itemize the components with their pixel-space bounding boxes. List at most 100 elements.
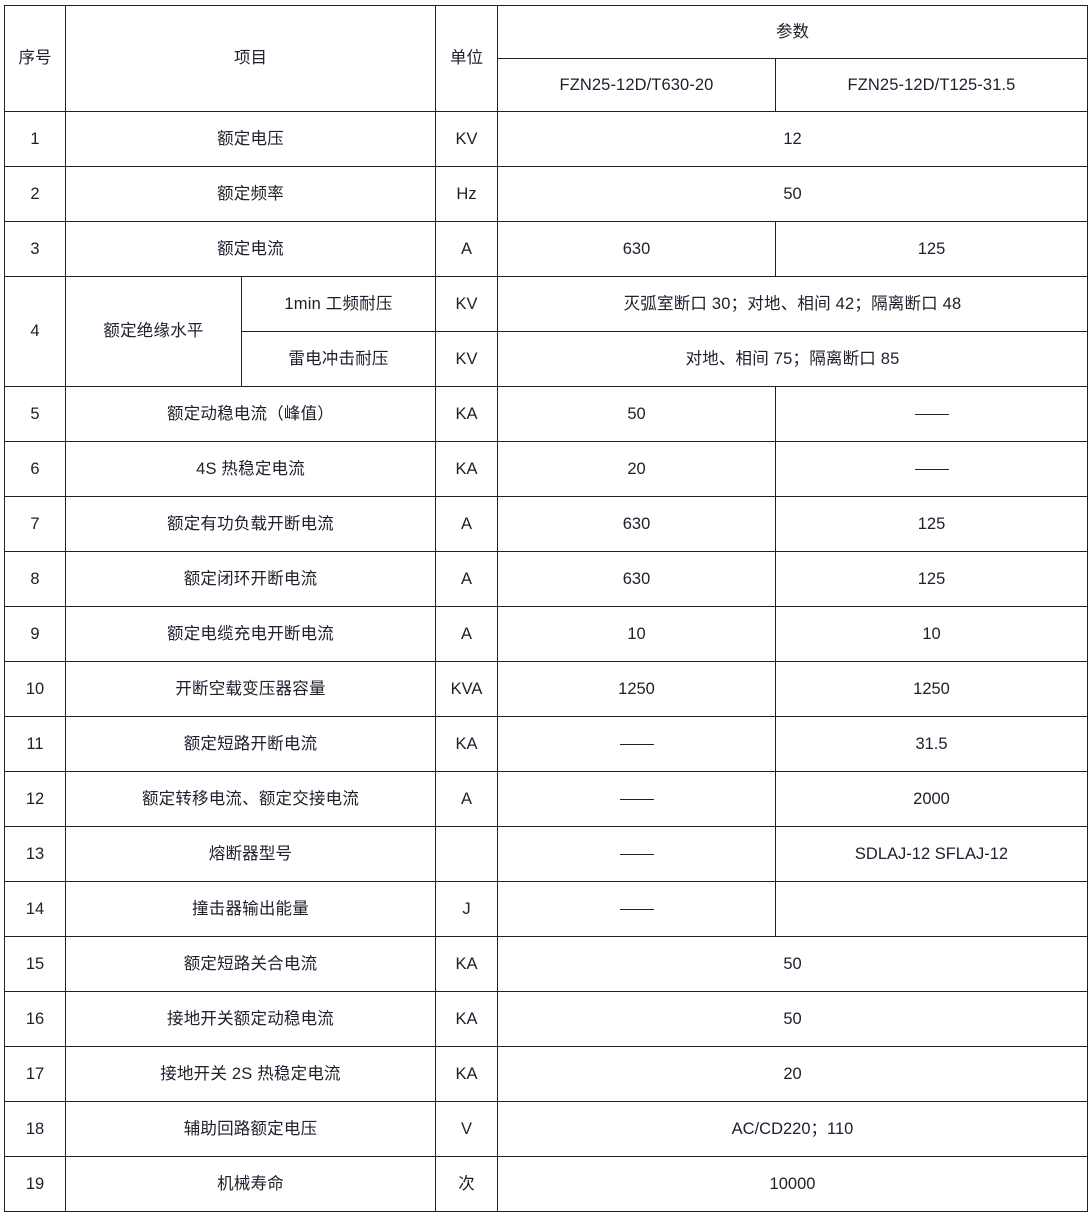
row-value-model-2: 10 [775, 606, 1088, 662]
row-item: 额定电压 [65, 111, 436, 167]
table-row: 4 额定绝缘水平 1min 工频耐压 KV 灭弧室断口 30；对地、相间 42；… [4, 276, 1088, 387]
row-item: 额定转移电流、额定交接电流 [65, 771, 436, 827]
row-item: 额定绝缘水平 [65, 276, 242, 387]
row-seq: 17 [4, 1046, 66, 1102]
table-row: 17 接地开关 2S 热稳定电流 KA 20 [4, 1046, 1088, 1102]
row-item: 接地开关 2S 热稳定电流 [65, 1046, 436, 1102]
header-model-2: FZN25-12D/T125-31.5 [775, 58, 1088, 112]
row-seq: 9 [4, 606, 66, 662]
row-item: 额定有功负载开断电流 [65, 496, 436, 552]
row-value-span: AC/CD220；110 [497, 1101, 1088, 1157]
row-value-model-2: 1250 [775, 661, 1088, 717]
row-item: 4S 热稳定电流 [65, 441, 436, 497]
row-item: 额定闭环开断电流 [65, 551, 436, 607]
row-seq: 5 [4, 386, 66, 442]
table-row: 11 额定短路开断电流 KA 31.5 [4, 716, 1088, 772]
row-value-span: 灭弧室断口 30；对地、相间 42；隔离断口 48 [497, 276, 1088, 332]
row-value-span: 50 [497, 936, 1088, 992]
row-value-model-1: 50 [497, 386, 776, 442]
row-seq: 13 [4, 826, 66, 882]
row-unit: KA [435, 386, 498, 442]
row-unit: A [435, 496, 498, 552]
row-seq: 15 [4, 936, 66, 992]
table-row: 16 接地开关额定动稳电流 KA 50 [4, 991, 1088, 1047]
row-seq: 12 [4, 771, 66, 827]
empty-dash-icon [914, 469, 949, 470]
table-row: 6 4S 热稳定电流 KA 20 [4, 441, 1088, 497]
row-value-model-1: 1250 [497, 661, 776, 717]
row-item: 额定短路关合电流 [65, 936, 436, 992]
empty-dash-icon [619, 799, 654, 800]
row-value-model-1 [497, 771, 776, 827]
row-value-model-1: 630 [497, 551, 776, 607]
row-value-model-1 [497, 716, 776, 772]
row-value-model-2: 125 [775, 221, 1088, 277]
row-seq: 8 [4, 551, 66, 607]
table-row: 雷电冲击耐压 KV 对地、相间 75；隔离断口 85 [5, 331, 1088, 387]
row-unit: 次 [435, 1156, 498, 1212]
row-seq: 4 [4, 276, 66, 387]
row-item: 额定电缆充电开断电流 [65, 606, 436, 662]
row-value-model-1: 630 [497, 496, 776, 552]
row-item: 额定电流 [65, 221, 436, 277]
row-value-model-2 [775, 441, 1088, 497]
empty-dash-icon [619, 744, 654, 745]
row-unit: KV [435, 276, 498, 332]
empty-dash-icon [914, 414, 949, 415]
table-body: 序号 项目 单位 参数 FZN25-12D/T630-20 FZN25-12D/… [4, 5, 1088, 1212]
row-item: 撞击器输出能量 [65, 881, 436, 937]
row-unit: A [435, 221, 498, 277]
empty-dash-icon [619, 909, 654, 910]
row-value-model-1: 20 [497, 441, 776, 497]
row-unit: Hz [435, 166, 498, 222]
specification-table: 序号 项目 单位 参数 FZN25-12D/T630-20 FZN25-12D/… [4, 5, 1088, 1212]
row-item: 熔断器型号 [65, 826, 436, 882]
row-seq: 11 [4, 716, 66, 772]
row-unit: KV [435, 331, 498, 387]
table-row: 10 开断空载变压器容量 KVA 1250 1250 [4, 661, 1088, 717]
row-seq: 7 [4, 496, 66, 552]
table-row: 14 撞击器输出能量 J [4, 881, 1088, 937]
row-unit: KA [435, 441, 498, 497]
row-unit: KA [435, 1046, 498, 1102]
header-parameter-group: 参数 [497, 5, 1088, 59]
table-row: 5 额定动稳电流（峰值） KA 50 [4, 386, 1088, 442]
table-row: 12 额定转移电流、额定交接电流 A 2000 [4, 771, 1088, 827]
row-value-model-2: 125 [775, 496, 1088, 552]
row-value-model-2: 125 [775, 551, 1088, 607]
row-unit: A [435, 771, 498, 827]
row-item: 接地开关额定动稳电流 [65, 991, 436, 1047]
row-seq: 14 [4, 881, 66, 937]
table-row: 8 额定闭环开断电流 A 630 125 [4, 551, 1088, 607]
header-model-1: FZN25-12D/T630-20 [497, 58, 776, 112]
row-seq: 19 [4, 1156, 66, 1212]
row-unit: KVA [435, 661, 498, 717]
row-value-span: 50 [497, 166, 1088, 222]
row-value-span: 12 [497, 111, 1088, 167]
row-item: 额定动稳电流（峰值） [65, 386, 436, 442]
row-value-span: 对地、相间 75；隔离断口 85 [497, 331, 1088, 387]
row-value-model-1 [497, 826, 776, 882]
row-unit: KA [435, 936, 498, 992]
row-seq: 16 [4, 991, 66, 1047]
row-item: 额定频率 [65, 166, 436, 222]
row-unit: A [435, 606, 498, 662]
row-seq: 1 [4, 111, 66, 167]
row-item: 机械寿命 [65, 1156, 436, 1212]
row-unit: J [435, 881, 498, 937]
row-value-span: 20 [497, 1046, 1088, 1102]
row-seq: 18 [4, 1101, 66, 1157]
row-subitem: 1min 工频耐压 [241, 276, 436, 332]
table-row: 15 额定短路关合电流 KA 50 [4, 936, 1088, 992]
row-value-model-2: SDLAJ-12 SFLAJ-12 [775, 826, 1088, 882]
table-row: 3 额定电流 A 630 125 [4, 221, 1088, 277]
row-item: 辅助回路额定电压 [65, 1101, 436, 1157]
row-item: 额定短路开断电流 [65, 716, 436, 772]
header-unit: 单位 [435, 5, 498, 112]
row-seq: 10 [4, 661, 66, 717]
spec-table-container: 序号 项目 单位 参数 FZN25-12D/T630-20 FZN25-12D/… [4, 5, 1088, 1212]
row-seq: 6 [4, 441, 66, 497]
header-seq: 序号 [4, 5, 66, 112]
row-seq: 2 [4, 166, 66, 222]
empty-dash-icon [619, 854, 654, 855]
